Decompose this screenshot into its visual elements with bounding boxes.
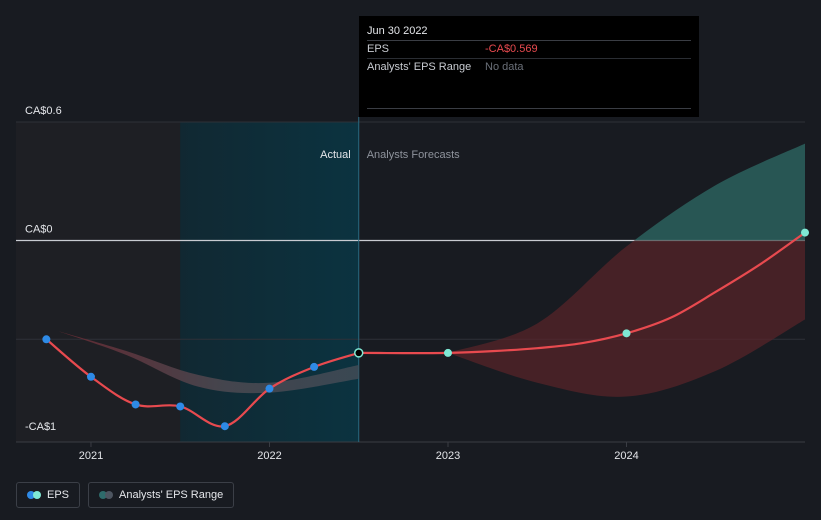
x-tick-label: 2024 — [614, 450, 638, 462]
eps-actual-point — [131, 400, 140, 409]
tooltip-eps-value: -CA$0.569 — [485, 43, 538, 55]
actual-section-label: Actual — [320, 149, 351, 161]
tooltip-range-label: Analysts' EPS Range — [367, 61, 472, 73]
x-tick-label: 2022 — [257, 450, 281, 462]
eps-lines — [45, 231, 806, 428]
legend-eps-range-label: Analysts' EPS Range — [119, 489, 224, 501]
tooltip-eps-label: EPS — [367, 43, 390, 55]
tooltip-row-range: Analysts' EPS Range No data — [367, 59, 691, 76]
y-tick-label: CA$0 — [25, 223, 53, 235]
range-areas — [58, 143, 805, 397]
eps-forecast-point — [801, 228, 809, 237]
y-tick-label: CA$0.6 — [25, 105, 62, 117]
tooltip-date: Jun 30 2022 — [367, 22, 691, 41]
forecast-range-negative — [447, 240, 805, 397]
eps-actual-point — [310, 362, 319, 371]
eps-chart: CA$0.6 CA$0 -CA$1 2021 2022 2023 2024 Actual Ana… — [16, 105, 809, 462]
tooltip-divider — [367, 108, 691, 109]
legend: EPS Analysts' EPS Range — [16, 482, 235, 508]
eps-point-selected — [353, 348, 364, 358]
eps-points — [42, 228, 809, 431]
eps-range-swatch-icon — [99, 491, 114, 499]
axis-labels: CA$0.6 CA$0 -CA$1 2021 2022 2023 2024 Actual Ana… — [25, 105, 639, 462]
tooltip-range-value: No data — [485, 61, 524, 73]
eps-actual-point — [86, 372, 95, 381]
eps-swatch-icon — [27, 491, 41, 499]
tooltip-panel: Jun 30 2022 EPS -CA$0.569 Analysts' EPS … — [359, 16, 699, 117]
past-analyst-range — [58, 331, 359, 394]
legend-item-eps-range[interactable]: Analysts' EPS Range — [88, 482, 235, 508]
eps-forecast-point — [443, 348, 452, 357]
highlight-period-band — [180, 121, 359, 442]
eps-forecast-line — [358, 231, 806, 355]
past-period-band — [16, 121, 181, 442]
eps-actual-line — [45, 338, 360, 428]
legend-eps-label: EPS — [47, 489, 70, 501]
x-tick-label: 2023 — [436, 450, 460, 462]
eps-forecast-point — [622, 329, 631, 338]
eps-actual-point — [265, 384, 274, 393]
x-tick-label: 2021 — [79, 450, 103, 462]
y-tick-label: -CA$1 — [25, 421, 56, 433]
eps-actual-point — [42, 335, 51, 344]
legend-item-eps[interactable]: EPS — [16, 482, 81, 508]
tooltip-row-eps: EPS -CA$0.569 — [367, 41, 691, 59]
eps-actual-point — [176, 402, 185, 411]
eps-actual-point — [220, 422, 229, 431]
forecast-range-positive — [634, 143, 805, 241]
background-bands — [16, 121, 359, 442]
forecast-section-label: Analysts Forecasts — [367, 149, 460, 161]
